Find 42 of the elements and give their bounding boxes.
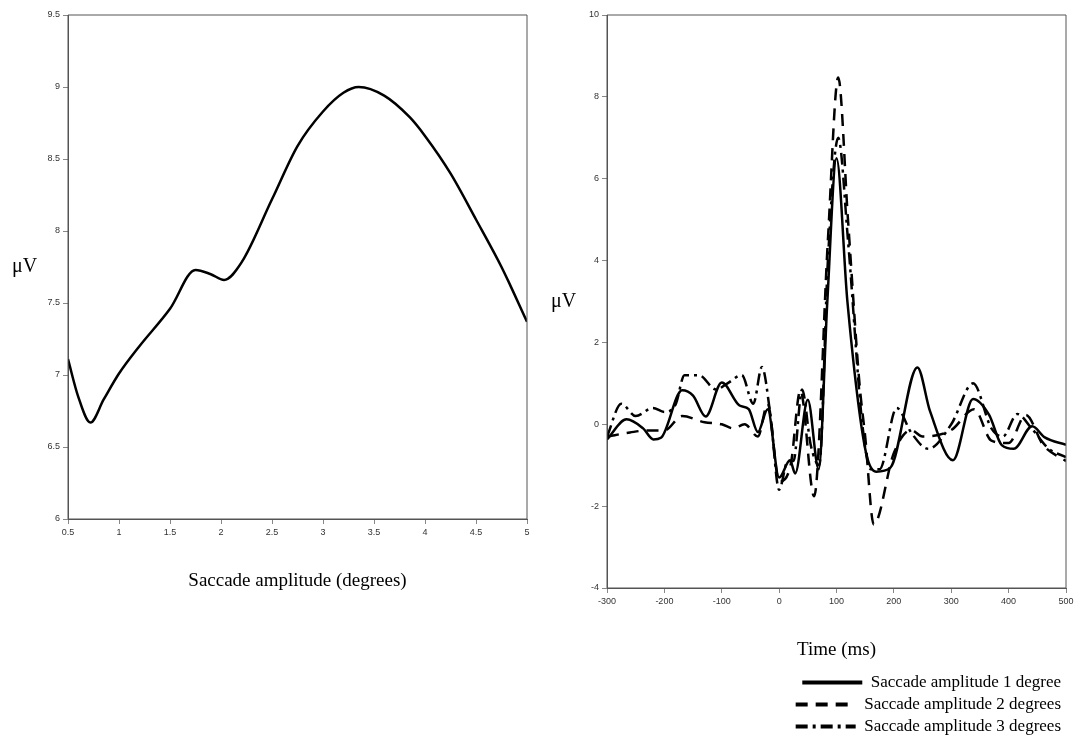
y-tick-label: 9.5 <box>47 9 60 20</box>
y-tick-label: 8.5 <box>47 153 60 164</box>
y-tick-label: 8 <box>54 225 60 236</box>
y-tick-label: 0 <box>593 418 599 429</box>
x-tick-label: -100 <box>712 595 731 606</box>
y-tick-label: -4 <box>590 582 599 593</box>
y-tick-label: 6.5 <box>47 441 60 452</box>
legend-label: Saccade amplitude 1 degree <box>870 671 1062 691</box>
x-tick-label: 1.5 <box>163 526 177 537</box>
y-tick-label: 8 <box>593 91 599 102</box>
y-tick-label: 7 <box>54 369 60 380</box>
x-tick-label: -300 <box>597 595 617 606</box>
x-tick-label: 500 <box>1058 595 1074 606</box>
x-axis-title: Saccade amplitude (degrees) <box>188 568 407 591</box>
y-tick-label: 4 <box>593 255 599 266</box>
y-axis-title: μV <box>551 288 577 312</box>
y-tick-label: 6 <box>54 513 60 524</box>
x-tick-label: 1 <box>116 526 122 537</box>
x-tick-label: 3.5 <box>367 526 381 537</box>
y-tick-label: 6 <box>593 173 599 184</box>
x-tick-label: 3 <box>320 526 326 537</box>
x-tick-label: 300 <box>943 595 959 606</box>
y-tick-label: -2 <box>590 500 599 511</box>
legend-label: Saccade amplitude 3 degrees <box>864 715 1061 735</box>
y-tick-label: 9 <box>54 81 60 92</box>
x-tick-label: 2.5 <box>265 526 279 537</box>
x-tick-label: 2 <box>218 526 224 537</box>
x-tick-label: 100 <box>828 595 845 606</box>
x-tick-label: 4.5 <box>469 526 483 537</box>
x-axis-title: Time (ms) <box>796 637 877 660</box>
x-tick-label: 400 <box>1001 595 1017 606</box>
x-tick-label: 5 <box>524 526 530 537</box>
x-tick-label: 0.5 <box>61 526 75 537</box>
x-tick-label: 0 <box>776 595 782 606</box>
legend-label: Saccade amplitude 2 degrees <box>864 693 1061 713</box>
x-tick-label: 200 <box>886 595 902 606</box>
x-tick-label: 4 <box>422 526 428 537</box>
x-tick-label: -200 <box>655 595 674 606</box>
y-tick-label: 10 <box>588 9 599 20</box>
y-axis-title: μV <box>12 254 38 278</box>
y-tick-label: 7.5 <box>47 297 60 308</box>
y-tick-label: 2 <box>593 336 599 347</box>
